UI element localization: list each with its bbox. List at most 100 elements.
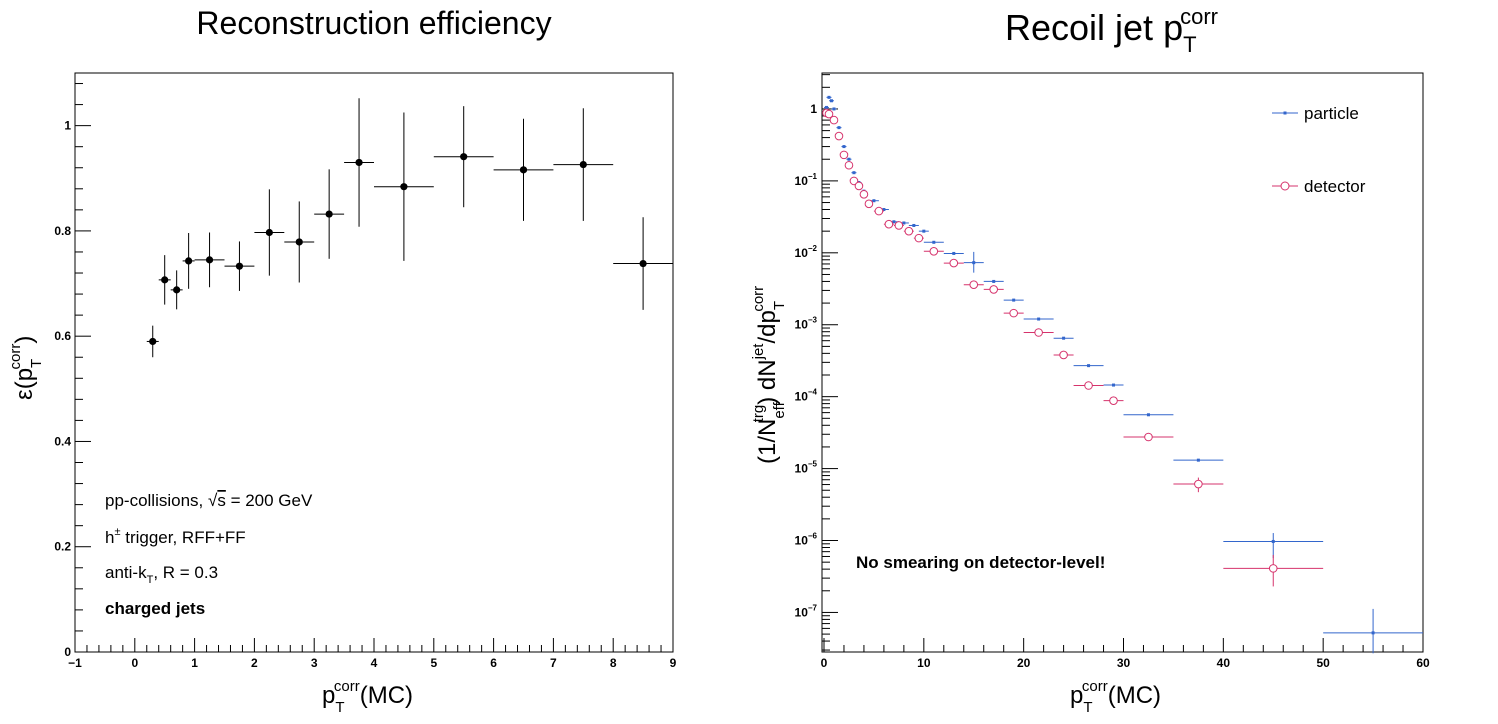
data-point — [1123, 413, 1174, 417]
marker — [922, 229, 926, 233]
efficiency-point — [194, 232, 225, 288]
data-point — [1103, 396, 1124, 405]
data-point — [846, 157, 852, 161]
efficiency-y-tick-labels: 0 0.2 0.4 0.6 0.8 1 — [54, 119, 71, 659]
x-tick-label: 8 — [610, 656, 617, 670]
annotation-trigger: h± trigger, RFF+FF — [105, 526, 246, 547]
data-point — [1023, 317, 1054, 321]
data-point — [1223, 533, 1324, 559]
data-point — [943, 251, 964, 255]
efficiency-point — [493, 118, 554, 221]
x-tick-label: 0 — [821, 656, 828, 670]
marker — [1009, 308, 1018, 318]
efficiency-point — [170, 270, 183, 310]
recoil-title: Recoil jet pTcorr — [1005, 4, 1218, 57]
data-point — [1053, 336, 1074, 340]
marker — [832, 107, 836, 111]
marker — [952, 251, 956, 255]
marker — [1268, 564, 1278, 573]
x-tick-label: 60 — [1416, 656, 1430, 670]
data-point — [883, 219, 894, 229]
data-point — [849, 176, 859, 186]
marker — [579, 160, 587, 169]
x-tick-label: 9 — [670, 656, 677, 670]
y-tick-label: 1 — [810, 102, 817, 116]
y-tick-label: 10−7 — [795, 603, 818, 619]
x-tick-label: 6 — [490, 656, 497, 670]
data-point — [918, 229, 929, 233]
annotation-collisions: pp-collisions, √s = 200 GeV — [105, 491, 313, 510]
marker — [892, 220, 896, 224]
data-point — [854, 181, 864, 191]
efficiency-point — [182, 233, 195, 289]
marker — [829, 115, 839, 125]
marker — [824, 109, 834, 119]
marker — [912, 223, 916, 227]
data-point — [983, 279, 1004, 283]
data-point — [831, 107, 837, 111]
marker — [355, 158, 363, 167]
legend-detector-marker — [1280, 181, 1290, 191]
marker — [992, 279, 996, 283]
efficiency-point — [553, 108, 614, 221]
annotation-charged-jets: charged jets — [105, 599, 205, 618]
data-point — [1073, 381, 1104, 390]
x-tick-label: 5 — [430, 656, 437, 670]
marker — [872, 199, 876, 203]
data-point — [826, 95, 832, 99]
x-tick-label: 7 — [550, 656, 557, 670]
legend-particle-label: particle — [1304, 104, 1359, 123]
x-tick-label: 10 — [917, 656, 931, 670]
marker — [295, 238, 303, 246]
efficiency-point — [146, 325, 159, 358]
y-tick-label: 10−1 — [795, 172, 818, 188]
marker — [639, 259, 647, 268]
data-point — [923, 246, 944, 256]
data-point — [824, 109, 834, 119]
marker — [849, 176, 859, 186]
marker — [1084, 381, 1093, 390]
marker — [1062, 336, 1066, 340]
marker — [1144, 432, 1153, 442]
x-tick-label: 40 — [1217, 656, 1231, 670]
y-tick-label: 0.8 — [54, 224, 71, 238]
x-tick-label: 3 — [311, 656, 318, 670]
data-point — [893, 221, 904, 230]
efficiency-point — [374, 112, 434, 261]
marker — [400, 183, 408, 191]
marker — [854, 181, 864, 191]
data-point — [923, 240, 944, 244]
marker — [837, 126, 841, 130]
data-point — [913, 233, 924, 243]
efficiency-point — [314, 169, 345, 259]
data-point — [859, 190, 869, 199]
recoil-x-tick-labels: 0 10 20 30 40 50 60 — [821, 656, 1430, 670]
efficiency-point — [158, 255, 171, 305]
marker — [185, 257, 193, 265]
data-point — [823, 105, 829, 109]
marker — [173, 286, 181, 294]
marker — [839, 150, 849, 160]
marker — [460, 153, 468, 161]
data-point — [1223, 554, 1324, 587]
marker — [969, 280, 979, 290]
x-tick-label: 1 — [191, 656, 198, 670]
data-point — [828, 99, 834, 103]
marker — [874, 206, 884, 216]
marker — [1112, 383, 1116, 387]
data-point — [1053, 350, 1074, 360]
efficiency-point — [284, 201, 315, 283]
recoil-x-axis-label: pTcorr(MC) — [1070, 678, 1161, 716]
data-point — [1173, 477, 1224, 493]
marker — [989, 285, 999, 294]
marker — [519, 166, 528, 174]
data-point — [1123, 432, 1174, 442]
marker — [1034, 328, 1043, 337]
marker — [1037, 317, 1041, 321]
marker — [205, 256, 214, 264]
marker — [904, 226, 914, 236]
marker — [914, 233, 924, 243]
marker — [161, 276, 169, 284]
marker — [894, 221, 904, 230]
